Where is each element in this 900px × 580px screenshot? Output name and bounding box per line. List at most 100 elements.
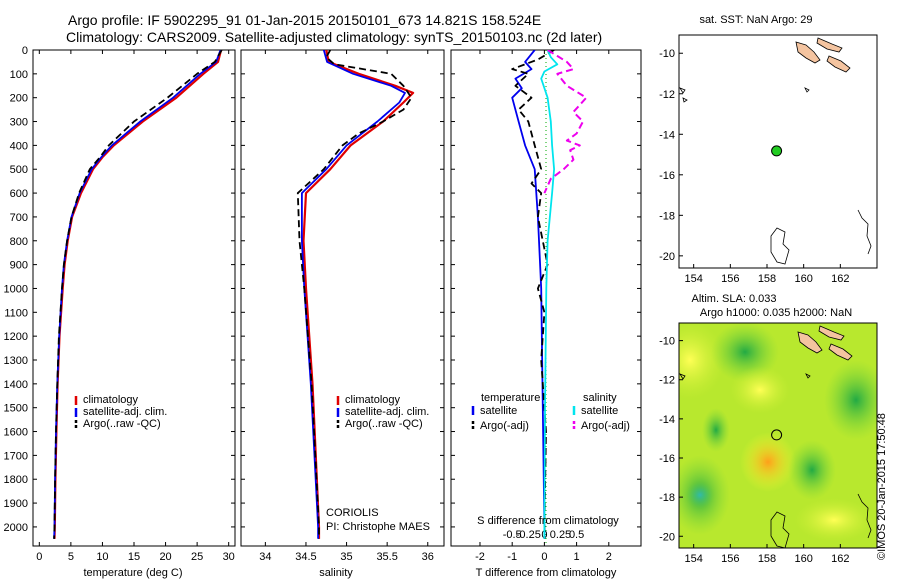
x-tick-label: 2: [606, 551, 612, 563]
island-shape: [818, 325, 845, 341]
lat-tick-label: -20: [659, 251, 675, 263]
sst-map-frame: [678, 34, 878, 269]
x-tick-label: 20: [159, 551, 171, 563]
legend-s-argo: Argo(-adj): [581, 420, 630, 432]
depth-tick-label: 100: [10, 69, 28, 81]
reef-outline: [770, 511, 790, 548]
lon-tick-label: 154: [684, 553, 702, 565]
lat-tick-label: -12: [659, 375, 675, 387]
lon-tick-label: 162: [831, 553, 849, 565]
depth-tick-label: 600: [10, 188, 28, 200]
x-tick-label: 0: [541, 551, 547, 563]
depth-tick-label: 300: [10, 117, 28, 129]
altim-map-subtitle: Argo h1000: 0.035 h2000: NaN: [700, 307, 852, 319]
series-t-argo-adj-: [511, 50, 555, 539]
altim-map-title: Altim. SLA: 0.033: [692, 293, 777, 305]
temperature-legend: climatology satellite-adj. clim. Argo(..…: [74, 394, 167, 430]
s-diff-tick-label: -0.25: [516, 529, 541, 541]
legend-satellite-adj: satellite-adj. clim.: [83, 406, 167, 418]
x-tick-label: 25: [191, 551, 203, 563]
s-diff-tick-label: 0.5: [569, 529, 584, 541]
lat-tick-label: -18: [659, 210, 675, 222]
series-s-argo-adj-: [543, 50, 588, 194]
depth-tick-label: 700: [10, 212, 28, 224]
series-satellite-adj-clim-: [300, 50, 406, 539]
lat-tick-label: -10: [659, 336, 675, 348]
x-tick-label: 36: [422, 551, 434, 563]
x-tick-label: 34.5: [295, 551, 316, 563]
legend-s-satellite: satellite: [581, 405, 618, 417]
lat-tick-label: -14: [659, 414, 675, 426]
plot-title-line2: Climatology: CARS2009. Satellite-adjuste…: [66, 29, 603, 45]
depth-tick-label: 1800: [4, 474, 28, 486]
lon-tick-label: 160: [794, 553, 812, 565]
lat-tick-label: -18: [659, 492, 675, 504]
x-tick-label: 1: [574, 551, 580, 563]
lat-tick-label: -10: [659, 48, 675, 60]
sla-field-blob: [788, 440, 836, 500]
depth-tick-label: 1900: [4, 498, 28, 510]
depth-tick-label: 200: [10, 93, 28, 105]
salinity-panel: 34 34.5 35 35.5 36 salinity climatology sate…: [240, 49, 445, 579]
island-shape: [826, 55, 851, 73]
sst-map-title: sat. SST: NaN Argo: 29: [699, 14, 812, 26]
x-tick-label: 5: [68, 551, 74, 563]
legend-climatology: climatology: [345, 394, 401, 406]
sla-field-blob: [824, 360, 877, 440]
sla-field-blob: [686, 481, 714, 509]
lon-tick-label: 160: [794, 273, 812, 285]
s-diff-tick-label: -0.5: [503, 529, 522, 541]
t-diff-xlabel: T difference from climatology: [476, 567, 617, 579]
depth-tick-label: 400: [10, 140, 28, 152]
series-argo-raw-qc-: [296, 50, 413, 539]
depth-tick-label: 500: [10, 164, 28, 176]
island-shape: [828, 343, 853, 361]
x-tick-label: -1: [507, 551, 517, 563]
depth-tick-label: 0: [22, 45, 28, 57]
depth-tick-label: 1100: [4, 307, 28, 319]
lon-tick-label: 158: [758, 553, 776, 565]
annotation-pi: PI: Christophe MAES: [326, 521, 430, 533]
legend-salinity-heading: salinity: [583, 392, 617, 404]
sla-field-blob: [740, 432, 796, 492]
difference-panel: -2 -1 0 1 2-0.5-0.25 0 0.250.5 T difference fr…: [450, 49, 642, 579]
legend-temperature-heading: temperature: [481, 392, 540, 404]
plot-title-line1: Argo profile: IF 5902295_91 01-Jan-2015 …: [68, 12, 542, 28]
series-s-satellite: [540, 50, 559, 539]
depth-tick-label: 1600: [4, 427, 28, 439]
lat-tick-label: -16: [659, 170, 675, 182]
lat-tick-label: -20: [659, 531, 675, 543]
depth-tick-label: 1500: [4, 403, 28, 415]
island-shape: [816, 37, 843, 53]
series-satellite-adj-clim-: [53, 50, 222, 539]
lat-tick-label: -12: [659, 89, 675, 101]
temperature-panel: 0100200300400500600700800900100011001200…: [4, 45, 236, 579]
argo-float-marker: [771, 145, 783, 157]
s-diff-tick-label: 0.25: [550, 529, 571, 541]
depth-tick-label: 1000: [4, 283, 28, 295]
lon-tick-label: 158: [758, 273, 776, 285]
legend-argo: Argo(..raw -QC): [345, 418, 423, 430]
island-shape: [795, 41, 821, 64]
legend-t-satellite: satellite: [480, 405, 517, 417]
temperature-xlabel: temperature (deg C): [83, 567, 182, 579]
lon-tick-label: 162: [831, 273, 849, 285]
sst-location-map: sat. SST: NaN Argo: 29 154 156 158 160 162 -1…: [659, 14, 878, 285]
argo-float-marker: [771, 429, 783, 441]
legend-t-argo: Argo(-adj): [480, 420, 529, 432]
x-tick-label: 10: [96, 551, 108, 563]
x-tick-label: 30: [223, 551, 235, 563]
series-argo-raw-qc-: [53, 50, 223, 539]
lon-tick-label: 154: [684, 273, 702, 285]
depth-tick-label: 1300: [4, 355, 28, 367]
sla-field-blob: [794, 498, 874, 542]
difference-legend: temperature satellite Argo(-adj) salinit…: [471, 392, 630, 432]
annotation-coriolis: CORIOLIS: [326, 507, 379, 519]
reef-outline: [679, 87, 810, 103]
altimetry-map: Altim. SLA: 0.033 Argo h1000: 0.035 h200…: [659, 293, 878, 565]
legend-climatology: climatology: [83, 394, 139, 406]
lat-tick-label: -16: [659, 453, 675, 465]
salinity-legend: climatology satellite-adj. clim. Argo(..…: [336, 394, 429, 430]
lon-tick-label: 156: [721, 553, 739, 565]
